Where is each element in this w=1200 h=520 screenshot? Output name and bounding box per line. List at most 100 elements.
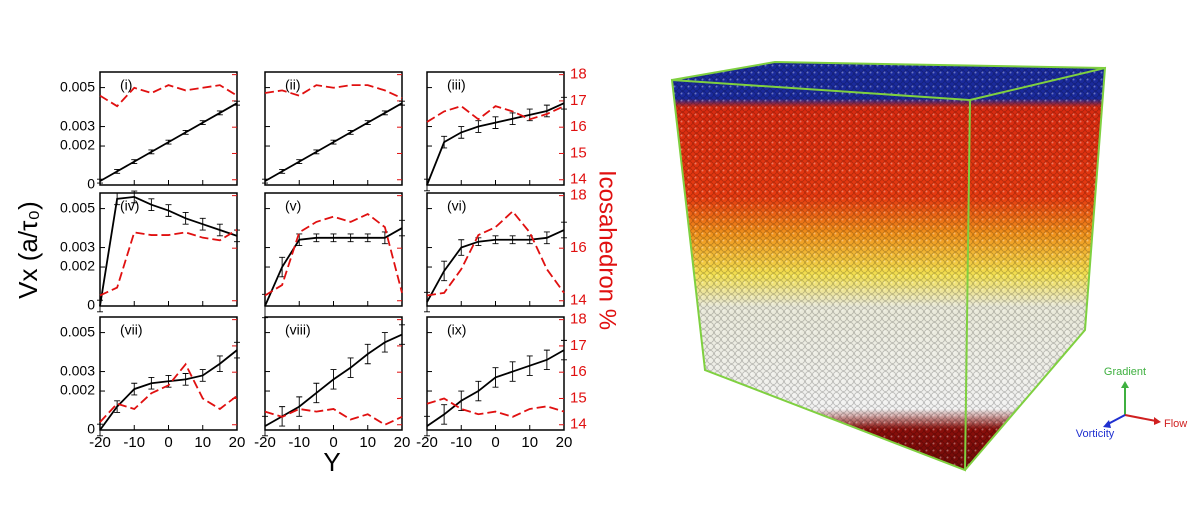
x-tick-label: -20: [254, 434, 276, 451]
error-bar: [199, 120, 206, 126]
axis-label: Gradient: [1104, 366, 1146, 378]
y2-tick-label: 14: [570, 171, 587, 188]
error-bar: [131, 382, 138, 396]
y2-tick-label: 18: [570, 187, 587, 204]
error-bar: [199, 217, 206, 231]
panel-label: (ii): [285, 77, 301, 93]
data-line: [426, 397, 565, 418]
y-tick-label: 0.002: [60, 137, 95, 153]
y2-tick-label: 16: [570, 118, 587, 135]
x-tick-label: 10: [521, 434, 538, 451]
error-bar: [97, 423, 103, 437]
x-tick-label: 0: [164, 434, 172, 451]
error-bar: [458, 390, 465, 411]
error-bar: [424, 178, 430, 192]
y2-tick-label: 17: [570, 92, 587, 109]
error-bar: [216, 110, 223, 116]
error-bar: [561, 339, 567, 361]
data-line: [426, 105, 565, 123]
error-bar: [148, 198, 155, 211]
error-bar: [364, 120, 371, 126]
y-tick-label: 0.002: [60, 382, 95, 398]
error-bar: [526, 355, 533, 376]
y-tick-label: 0.005: [60, 199, 95, 215]
data-line: [99, 229, 238, 297]
y-axis-label: Vx (a/τ₀): [13, 201, 43, 299]
error-bar: [199, 369, 206, 382]
error-bar: [381, 332, 388, 353]
error-bar: [509, 112, 516, 126]
x-tick-label: 10: [359, 434, 376, 451]
error-bar: [234, 100, 240, 106]
error-bar: [97, 299, 103, 313]
error-bar: [182, 212, 189, 225]
error-bar: [381, 110, 388, 116]
data-line: [264, 408, 403, 426]
error-bar: [313, 233, 320, 243]
y2-tick-label: 17: [570, 337, 587, 354]
error-bar: [165, 139, 172, 145]
y2-tick-label: 15: [570, 389, 587, 406]
error-bar: [399, 219, 405, 237]
error-bar: [364, 343, 371, 365]
error-bar: [492, 367, 499, 388]
y-tick-label: 0.005: [60, 78, 95, 94]
y2-tick-label: 18: [570, 66, 587, 83]
error-bar: [424, 291, 430, 313]
x-tick-label: 20: [556, 434, 573, 451]
y2-axis-label: Icosahedron %: [594, 170, 621, 330]
error-bar: [509, 361, 516, 382]
error-bar: [148, 376, 155, 390]
y-tick-label: 0: [87, 297, 95, 313]
error-bar: [131, 190, 138, 204]
data-line: [426, 210, 565, 297]
panel-label: (viii): [285, 322, 311, 338]
error-bar: [441, 404, 448, 425]
y2-tick-label: 16: [570, 239, 587, 256]
y-tick-label: 0.005: [60, 323, 95, 339]
data-line: [426, 349, 565, 427]
panel-label: (vii): [120, 322, 143, 338]
axes-triad: Gradient Flow Vorticity: [1076, 366, 1188, 440]
y-tick-label: 0.003: [60, 362, 95, 378]
panel-label: (v): [285, 198, 301, 214]
error-bar: [296, 159, 303, 165]
error-bar: [114, 400, 121, 413]
x-tick-label: -10: [288, 434, 310, 451]
y2-tick-label: 16: [570, 363, 587, 380]
error-bar: [347, 233, 354, 243]
data-line: [264, 212, 403, 297]
error-bar: [313, 382, 320, 404]
error-bar: [216, 355, 223, 373]
error-bar: [262, 178, 268, 184]
panel-label: (iii): [447, 77, 466, 93]
x-tick-label: -20: [416, 434, 438, 451]
error-bar: [509, 235, 516, 245]
axis-label: Flow: [1164, 418, 1187, 430]
data-line: [99, 84, 238, 108]
error-bar: [492, 235, 499, 245]
error-bar: [296, 396, 303, 417]
error-bar: [182, 129, 189, 135]
error-bar: [561, 221, 567, 239]
x-axis-label: Y: [323, 447, 340, 477]
x-tick-label: 20: [229, 434, 246, 451]
y-tick-label: 0.003: [60, 238, 95, 254]
error-bar: [165, 204, 172, 217]
error-bar: [347, 129, 354, 135]
error-bar: [424, 415, 430, 437]
error-bar: [441, 135, 448, 149]
x-tick-label: 10: [194, 434, 211, 451]
error-bar: [114, 192, 121, 206]
error-bar: [492, 116, 499, 129]
error-bar: [561, 96, 567, 110]
y2-tick-label: 14: [570, 416, 587, 433]
panel-label: (i): [120, 77, 132, 93]
y2-tick-label: 18: [570, 311, 587, 328]
x-tick-label: -10: [450, 434, 472, 451]
x-tick-label: -20: [89, 434, 111, 451]
x-tick-label: 0: [491, 434, 499, 451]
error-bar: [234, 341, 240, 359]
y2-tick-label: 14: [570, 292, 587, 309]
